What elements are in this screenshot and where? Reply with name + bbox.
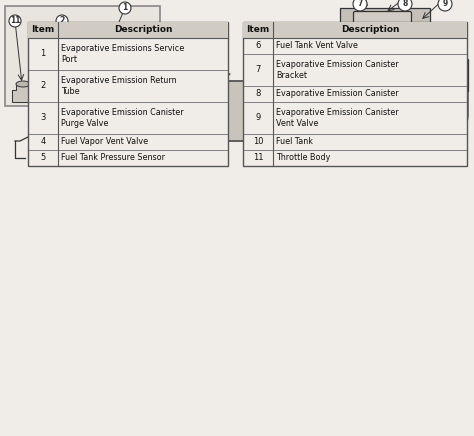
Text: 1: 1 (40, 50, 46, 58)
FancyBboxPatch shape (243, 22, 467, 38)
Text: Description: Description (341, 25, 399, 34)
Text: Evaporative Emission Canister: Evaporative Emission Canister (276, 89, 399, 99)
Polygon shape (255, 74, 285, 81)
Text: 8: 8 (402, 0, 408, 8)
Text: 11: 11 (253, 153, 263, 163)
Text: 7: 7 (255, 65, 261, 75)
Text: Evaporative Emission Canister
Bracket: Evaporative Emission Canister Bracket (276, 60, 399, 80)
Text: Item: Item (31, 25, 55, 34)
FancyBboxPatch shape (354, 11, 411, 42)
Text: 7: 7 (357, 0, 363, 8)
Circle shape (206, 66, 220, 80)
Circle shape (261, 49, 275, 63)
FancyBboxPatch shape (28, 22, 228, 166)
FancyBboxPatch shape (340, 8, 430, 46)
Text: 9: 9 (255, 113, 261, 123)
Circle shape (398, 0, 412, 11)
Text: Evaporative Emission Canister
Vent Valve: Evaporative Emission Canister Vent Valve (276, 108, 399, 128)
FancyBboxPatch shape (185, 147, 194, 154)
Circle shape (9, 15, 21, 27)
Text: 10: 10 (253, 137, 263, 146)
FancyBboxPatch shape (261, 147, 270, 154)
Text: Fuel Tank Vent Valve: Fuel Tank Vent Valve (276, 41, 358, 51)
Text: 5: 5 (265, 51, 271, 61)
FancyBboxPatch shape (430, 59, 468, 91)
Polygon shape (152, 81, 325, 141)
FancyBboxPatch shape (74, 45, 104, 82)
Circle shape (438, 0, 452, 11)
Text: Item: Item (246, 25, 270, 34)
Text: Evaporative Emission Canister
Purge Valve: Evaporative Emission Canister Purge Valv… (61, 108, 183, 128)
Circle shape (190, 49, 204, 63)
Text: Fuel Tank: Fuel Tank (276, 137, 313, 146)
Text: 8: 8 (255, 89, 261, 99)
Text: 1: 1 (122, 3, 128, 13)
Circle shape (119, 2, 131, 14)
FancyBboxPatch shape (414, 23, 432, 39)
FancyBboxPatch shape (243, 22, 467, 166)
Ellipse shape (16, 81, 30, 87)
Polygon shape (12, 84, 34, 102)
FancyBboxPatch shape (28, 22, 228, 38)
FancyBboxPatch shape (5, 6, 160, 106)
Text: 3: 3 (40, 113, 46, 123)
Circle shape (303, 44, 317, 58)
Text: 4: 4 (40, 137, 46, 146)
Text: 5: 5 (40, 153, 46, 163)
Text: 9: 9 (442, 0, 447, 8)
Text: Description: Description (114, 25, 172, 34)
Circle shape (444, 70, 454, 80)
Text: 10: 10 (305, 126, 315, 136)
Text: Throttle Body: Throttle Body (276, 153, 330, 163)
Text: 6: 6 (307, 47, 313, 55)
Text: 11: 11 (10, 17, 20, 25)
Circle shape (94, 95, 106, 107)
Polygon shape (200, 74, 230, 81)
Text: Fuel Vapor Vent Valve: Fuel Vapor Vent Valve (61, 137, 148, 146)
Text: 3: 3 (97, 96, 103, 106)
Text: Fuel Tank Pressure Sensor: Fuel Tank Pressure Sensor (61, 153, 165, 163)
Circle shape (353, 0, 367, 11)
Text: Evaporative Emissions Service
Port: Evaporative Emissions Service Port (61, 44, 184, 64)
Text: 2: 2 (59, 17, 64, 25)
Circle shape (261, 66, 275, 80)
Text: 4: 4 (194, 51, 200, 61)
Text: 6: 6 (255, 41, 261, 51)
Circle shape (303, 124, 317, 138)
Text: Evaporative Emission Return
Tube: Evaporative Emission Return Tube (61, 76, 177, 96)
FancyBboxPatch shape (109, 83, 129, 97)
Text: 2: 2 (40, 82, 46, 91)
Circle shape (56, 15, 68, 27)
